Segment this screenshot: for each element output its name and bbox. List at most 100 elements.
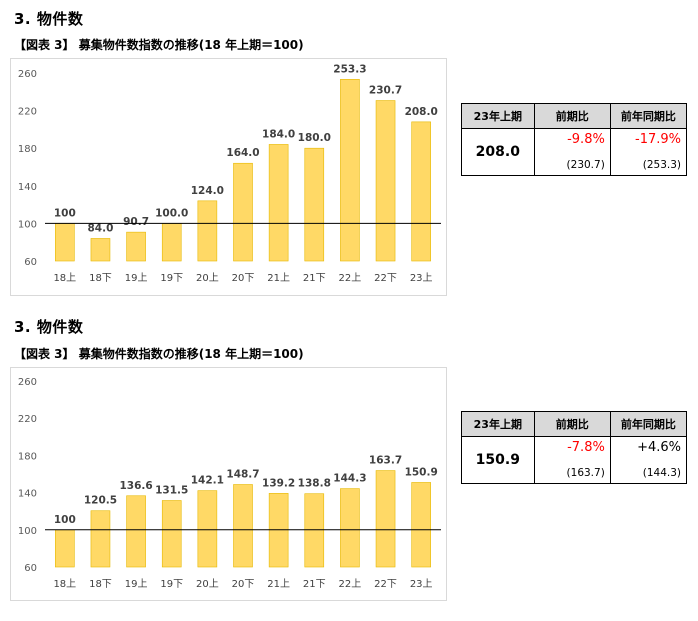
- y-tick-label: 140: [18, 489, 37, 500]
- y-tick-label: 180: [18, 451, 37, 462]
- current-value: 150.9: [461, 436, 535, 484]
- x-tick-label: 22下: [374, 579, 397, 590]
- x-tick-label: 23上: [410, 578, 433, 590]
- x-tick-label: 18上: [53, 272, 76, 284]
- x-tick-label: 20下: [232, 273, 255, 284]
- data-label: 144.3: [333, 473, 366, 485]
- data-label: 230.7: [369, 85, 402, 97]
- data-label: 164.0: [226, 147, 259, 159]
- x-tick-label: 20上: [196, 578, 219, 590]
- bar: [55, 223, 75, 262]
- data-label: 253.3: [333, 63, 366, 75]
- data-label: 136.6: [119, 480, 152, 492]
- yoy-previous-value: (253.3): [642, 159, 681, 171]
- data-label: 163.7: [369, 455, 402, 467]
- qoq-previous-value: (163.7): [566, 467, 605, 479]
- yoy-change: -17.9%: [635, 132, 681, 147]
- y-tick-label: 60: [24, 257, 37, 268]
- bar: [340, 78, 360, 262]
- qoq-change: -7.8%: [567, 440, 605, 455]
- x-tick-label: 19下: [160, 579, 183, 590]
- bar: [197, 490, 218, 568]
- y-tick-label: 220: [18, 107, 37, 118]
- bar: [375, 100, 396, 262]
- bar: [340, 488, 360, 568]
- data-label: 208.0: [405, 106, 438, 118]
- figure-caption: 【図表 3】 募集物件数指数の推移(18 年上期＝100): [14, 347, 304, 361]
- data-label: 142.1: [191, 475, 224, 487]
- bar: [411, 121, 431, 262]
- data-label: 139.2: [262, 477, 295, 489]
- x-tick-label: 21下: [303, 273, 326, 284]
- section-title: 3. 物件数: [14, 10, 84, 28]
- header-yoy: 前年同期比: [609, 103, 688, 129]
- y-tick-label: 260: [18, 69, 37, 80]
- bar: [126, 495, 146, 568]
- y-tick-label: 100: [18, 219, 37, 230]
- data-label: 124.0: [191, 185, 224, 197]
- summary-table: 23年上期 前期比 前年同期比 150.9 -7.8% (163.7) +4.6…: [461, 411, 688, 484]
- bar-chart: 60 100 140 180 220 260 100 18上 120.5 18下 136.6 19上 1…: [18, 377, 441, 590]
- yoy-cell: -17.9% (253.3): [609, 128, 688, 176]
- data-label: 184.0: [262, 128, 295, 140]
- qoq-change: -9.8%: [567, 132, 605, 147]
- x-tick-label: 21下: [303, 579, 326, 590]
- bar: [126, 231, 146, 262]
- bar: [375, 470, 396, 568]
- x-tick-label: 19上: [125, 272, 148, 284]
- bar: [268, 144, 289, 262]
- header-yoy: 前年同期比: [609, 411, 688, 437]
- bar: [55, 529, 75, 568]
- current-value: 208.0: [461, 128, 535, 176]
- data-label: 148.7: [226, 469, 259, 481]
- figure-caption: 【図表 3】 募集物件数指数の推移(18 年上期＝100): [14, 38, 304, 52]
- bar: [90, 238, 111, 262]
- bar: [304, 493, 325, 568]
- chart-container: 60 100 140 180 220 260 100 18上 120.5 18下 136.6 19上 1…: [10, 367, 447, 601]
- data-label: 100: [54, 207, 76, 219]
- qoq-cell: -9.8% (230.7): [533, 128, 611, 176]
- chart-container: 60 100 140 180 220 260 100 18上 84.0 18下 90.7 19上 100…: [10, 58, 447, 296]
- x-tick-label: 18下: [89, 273, 112, 284]
- qoq-cell: -7.8% (163.7): [533, 436, 611, 484]
- x-tick-label: 23上: [410, 272, 433, 284]
- y-tick-label: 140: [18, 182, 37, 193]
- y-tick-label: 60: [24, 563, 37, 574]
- yoy-cell: +4.6% (144.3): [609, 436, 688, 484]
- data-label: 90.7: [123, 216, 149, 228]
- bar: [411, 482, 431, 568]
- x-tick-label: 22下: [374, 273, 397, 284]
- y-tick-label: 260: [18, 377, 37, 388]
- x-tick-label: 18下: [89, 579, 112, 590]
- bar-chart: 60 100 140 180 220 260 100 18上 84.0 18下 90.7 19上 100…: [18, 63, 441, 284]
- data-label: 138.8: [298, 478, 331, 490]
- data-label: 150.9: [405, 466, 438, 478]
- x-tick-label: 18上: [53, 578, 76, 590]
- summary-table: 23年上期 前期比 前年同期比 208.0 -9.8% (230.7) -17.…: [461, 103, 688, 176]
- x-tick-label: 19下: [160, 273, 183, 284]
- yoy-previous-value: (144.3): [642, 467, 681, 479]
- header-qoq: 前期比: [533, 411, 611, 437]
- y-tick-label: 100: [18, 526, 37, 537]
- header-period: 23年上期: [461, 103, 535, 129]
- x-tick-label: 22上: [339, 272, 362, 284]
- y-tick-label: 220: [18, 414, 37, 425]
- y-tick-label: 180: [18, 144, 37, 155]
- header-period: 23年上期: [461, 411, 535, 437]
- x-tick-label: 21上: [267, 578, 290, 590]
- x-tick-label: 21上: [267, 272, 290, 284]
- data-label: 100.0: [155, 207, 188, 219]
- bar: [233, 162, 253, 262]
- yoy-change: +4.6%: [637, 440, 681, 455]
- bar: [197, 200, 218, 262]
- data-label: 180.0: [298, 132, 331, 144]
- x-tick-label: 20下: [232, 579, 255, 590]
- bar: [90, 510, 111, 568]
- bar: [161, 223, 182, 262]
- bar: [161, 500, 182, 568]
- bar: [304, 147, 325, 262]
- data-label: 100: [54, 514, 76, 526]
- x-tick-label: 22上: [339, 578, 362, 590]
- x-tick-label: 20上: [196, 272, 219, 284]
- header-qoq: 前期比: [533, 103, 611, 129]
